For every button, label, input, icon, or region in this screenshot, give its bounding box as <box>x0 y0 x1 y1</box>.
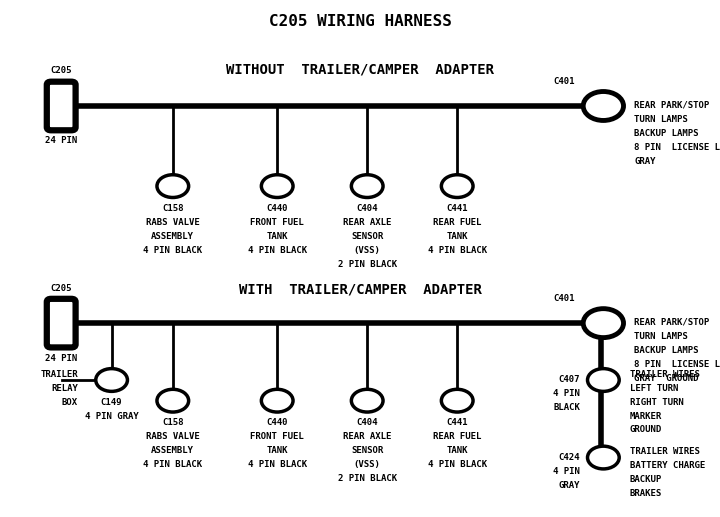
Text: SENSOR: SENSOR <box>351 232 383 240</box>
Text: C158: C158 <box>162 204 184 212</box>
Text: C424: C424 <box>559 453 580 462</box>
Circle shape <box>261 389 293 412</box>
Text: TANK: TANK <box>266 232 288 240</box>
Text: LEFT TURN: LEFT TURN <box>630 384 678 392</box>
Text: MARKER: MARKER <box>630 412 662 420</box>
Text: FRONT FUEL: FRONT FUEL <box>251 432 304 441</box>
Text: WITHOUT  TRAILER/CAMPER  ADAPTER: WITHOUT TRAILER/CAMPER ADAPTER <box>226 63 494 77</box>
Text: GRAY: GRAY <box>559 481 580 490</box>
Text: 2 PIN BLACK: 2 PIN BLACK <box>338 474 397 483</box>
Text: BACKUP LAMPS: BACKUP LAMPS <box>634 346 699 355</box>
Circle shape <box>351 389 383 412</box>
Text: GROUND: GROUND <box>630 425 662 434</box>
Circle shape <box>588 369 619 391</box>
Text: WITH  TRAILER/CAMPER  ADAPTER: WITH TRAILER/CAMPER ADAPTER <box>238 282 482 297</box>
Text: C440: C440 <box>266 418 288 427</box>
Text: C407: C407 <box>559 375 580 385</box>
Text: C401: C401 <box>553 295 575 303</box>
Text: FRONT FUEL: FRONT FUEL <box>251 218 304 226</box>
Text: C149: C149 <box>101 398 122 406</box>
FancyBboxPatch shape <box>47 299 76 347</box>
Text: REAR AXLE: REAR AXLE <box>343 432 392 441</box>
Text: RIGHT TURN: RIGHT TURN <box>630 398 684 406</box>
Text: 24 PIN: 24 PIN <box>45 136 77 145</box>
Text: GRAY: GRAY <box>634 157 656 165</box>
Text: 4 PIN BLACK: 4 PIN BLACK <box>428 460 487 469</box>
Text: 4 PIN BLACK: 4 PIN BLACK <box>143 460 202 469</box>
Text: BATTERY CHARGE: BATTERY CHARGE <box>630 461 706 470</box>
Text: 4 PIN BLACK: 4 PIN BLACK <box>143 246 202 254</box>
Circle shape <box>441 175 473 197</box>
Text: TURN LAMPS: TURN LAMPS <box>634 115 688 124</box>
Text: TANK: TANK <box>446 446 468 455</box>
Text: BLACK: BLACK <box>554 403 580 413</box>
Text: REAR FUEL: REAR FUEL <box>433 218 482 226</box>
Circle shape <box>441 389 473 412</box>
Text: BACKUP LAMPS: BACKUP LAMPS <box>634 129 699 138</box>
Text: 4 PIN: 4 PIN <box>554 467 580 476</box>
Text: REAR PARK/STOP: REAR PARK/STOP <box>634 318 710 327</box>
Circle shape <box>588 446 619 469</box>
Text: RABS VALVE: RABS VALVE <box>146 218 199 226</box>
Circle shape <box>583 92 624 120</box>
Text: TRAILER WIRES: TRAILER WIRES <box>630 447 700 456</box>
Circle shape <box>351 175 383 197</box>
Circle shape <box>157 389 189 412</box>
Text: TANK: TANK <box>266 446 288 455</box>
Text: 8 PIN  LICENSE LAMPS: 8 PIN LICENSE LAMPS <box>634 143 720 151</box>
Circle shape <box>583 309 624 338</box>
Circle shape <box>261 175 293 197</box>
Text: C205: C205 <box>50 284 72 293</box>
Text: (VSS): (VSS) <box>354 246 381 254</box>
Text: RELAY: RELAY <box>51 384 78 392</box>
Text: ASSEMBLY: ASSEMBLY <box>151 446 194 455</box>
Text: TRAILER WIRES: TRAILER WIRES <box>630 370 700 378</box>
Text: C205: C205 <box>50 67 72 75</box>
Text: C441: C441 <box>446 204 468 212</box>
Text: (VSS): (VSS) <box>354 460 381 469</box>
Text: C441: C441 <box>446 418 468 427</box>
Text: 2 PIN BLACK: 2 PIN BLACK <box>338 260 397 268</box>
Circle shape <box>96 369 127 391</box>
Text: C158: C158 <box>162 418 184 427</box>
Text: C401: C401 <box>553 78 575 86</box>
Text: REAR PARK/STOP: REAR PARK/STOP <box>634 101 710 110</box>
Text: RABS VALVE: RABS VALVE <box>146 432 199 441</box>
Text: REAR FUEL: REAR FUEL <box>433 432 482 441</box>
Text: 4 PIN BLACK: 4 PIN BLACK <box>428 246 487 254</box>
Text: REAR AXLE: REAR AXLE <box>343 218 392 226</box>
Text: 4 PIN BLACK: 4 PIN BLACK <box>248 460 307 469</box>
Text: 8 PIN  LICENSE LAMPS: 8 PIN LICENSE LAMPS <box>634 360 720 369</box>
Text: BOX: BOX <box>62 398 78 406</box>
Text: BRAKES: BRAKES <box>630 489 662 498</box>
FancyBboxPatch shape <box>47 82 76 130</box>
Text: BACKUP: BACKUP <box>630 475 662 484</box>
Text: TANK: TANK <box>446 232 468 240</box>
Text: ASSEMBLY: ASSEMBLY <box>151 232 194 240</box>
Text: GRAY  GROUND: GRAY GROUND <box>634 374 699 383</box>
Text: C205 WIRING HARNESS: C205 WIRING HARNESS <box>269 14 451 29</box>
Text: 4 PIN BLACK: 4 PIN BLACK <box>248 246 307 254</box>
Text: TRAILER: TRAILER <box>40 370 78 378</box>
Text: TURN LAMPS: TURN LAMPS <box>634 332 688 341</box>
Text: C440: C440 <box>266 204 288 212</box>
Text: C404: C404 <box>356 204 378 212</box>
Text: 4 PIN: 4 PIN <box>554 389 580 399</box>
Text: C404: C404 <box>356 418 378 427</box>
Text: SENSOR: SENSOR <box>351 446 383 455</box>
Circle shape <box>157 175 189 197</box>
Text: 4 PIN GRAY: 4 PIN GRAY <box>85 412 138 420</box>
Text: 24 PIN: 24 PIN <box>45 354 77 362</box>
